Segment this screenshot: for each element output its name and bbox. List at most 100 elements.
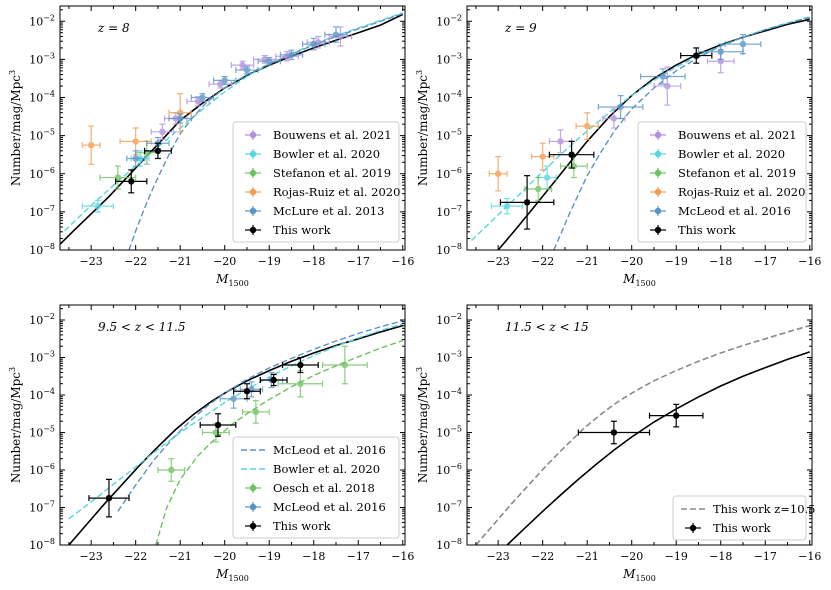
- legend-point-marker: [654, 169, 662, 177]
- data-point: [575, 112, 599, 141]
- legend-entry: This work: [245, 223, 332, 237]
- legend-label: McLure et al. 2013: [273, 204, 384, 218]
- y-tick-label: 10−4: [436, 90, 462, 105]
- legend-point-marker: [689, 524, 697, 532]
- plot-frame: [59, 5, 406, 251]
- data-point: [530, 142, 555, 171]
- data-point: [279, 49, 304, 60]
- legend-label: Oesch et al. 2018: [273, 481, 375, 495]
- panel-1: −23 −22 −21 −20 −19 −18 −17 −16 10−8 10−7 10−6 10−5…: [8, 5, 414, 288]
- curve-bowler-et-al-2020: [68, 323, 404, 520]
- legend-point-marker: [249, 188, 257, 196]
- y-tick-label: 10−7: [436, 204, 462, 219]
- legend-entry: Oesch et al. 2018: [245, 481, 375, 495]
- legend-entry: Rojas-Ruiz et al. 2020: [650, 185, 805, 199]
- x-tick-label: −16: [391, 255, 414, 268]
- y-tick-label: 10−6: [436, 462, 462, 477]
- y-axis-label: Number/mag/Mpc3: [8, 367, 23, 483]
- legend-entry: This work: [685, 521, 772, 535]
- legend-point-marker: [654, 207, 662, 215]
- series-this-work: [499, 47, 713, 230]
- series-bouwens-et-al-2021: [548, 49, 735, 154]
- curve-this-work-z-10-5: [475, 324, 811, 545]
- y-tick-label: 10−5: [29, 425, 55, 440]
- y-tick-label: 10−6: [29, 462, 55, 477]
- data-point: [157, 458, 186, 482]
- y-tick-label: 10−4: [29, 387, 55, 402]
- legend-label: Bowler et al. 2020: [273, 147, 380, 161]
- curve-dashed-1: [64, 12, 404, 232]
- x-tick-label: −19: [665, 255, 688, 268]
- x-axis-label: M1500: [215, 272, 249, 288]
- legend-label: This work: [678, 223, 737, 237]
- series-this-work: [88, 356, 319, 518]
- data-point: [126, 150, 146, 167]
- series-this-work: [577, 403, 704, 445]
- data-point: [328, 26, 353, 47]
- data-point: [168, 113, 192, 124]
- data-point: [143, 142, 172, 160]
- legend-entry: Bowler et al. 2020: [245, 147, 380, 161]
- legend-entry: McLeod et al. 2016: [241, 443, 386, 457]
- series-oesch-et-al-2018: [157, 345, 368, 482]
- data-point: [241, 400, 270, 424]
- y-tick-label: 10−8: [29, 242, 55, 257]
- legend-entry: Bowler et al. 2020: [650, 147, 785, 161]
- x-tick-label: −22: [124, 550, 147, 563]
- x-tick-label: −20: [213, 550, 236, 563]
- legend: Bouwens et al. 2021 Bowler et al. 2020 Ste…: [232, 121, 400, 243]
- data-point: [115, 169, 148, 194]
- legend-point-marker: [654, 188, 662, 196]
- curve-model: [506, 351, 811, 545]
- data-point: [257, 56, 281, 66]
- legend-point-marker: [249, 131, 257, 139]
- x-tick-label: −22: [531, 550, 554, 563]
- y-axis-label: Number/mag/Mpc3: [415, 70, 430, 186]
- panel-title: 9.5 < z < 11.5: [98, 320, 186, 334]
- legend-label: Bouwens et al. 2021: [273, 128, 392, 142]
- x-tick-label: −18: [302, 255, 325, 268]
- panel-title: 11.5 < z < 15: [505, 320, 589, 334]
- panel-4: −23 −22 −21 −20 −19 −18 −17 −16 10−8 10−7 10−6 10−5…: [415, 304, 821, 583]
- curve-mcleod-et-al-2016: [117, 320, 403, 512]
- legend-point-marker: [654, 131, 662, 139]
- plot-frame: [59, 304, 406, 546]
- data-point: [88, 478, 130, 518]
- series-stefanon-et-al-2019: [524, 154, 588, 202]
- x-tick-label: −21: [576, 255, 599, 268]
- legend-point-marker: [654, 226, 662, 234]
- x-tick-label: −17: [754, 255, 777, 268]
- x-tick-label: −17: [347, 550, 370, 563]
- legend-entry: This work: [650, 223, 737, 237]
- x-tick-label: −23: [80, 550, 103, 563]
- x-tick-label: −21: [169, 550, 192, 563]
- x-tick-label: −18: [709, 255, 732, 268]
- legend-label: Rojas-Ruiz et al. 2020: [273, 185, 400, 199]
- legend-point-marker: [249, 522, 257, 530]
- legend-label: Bowler et al. 2020: [678, 147, 785, 161]
- x-tick-label: −23: [80, 255, 103, 268]
- legend-label: Bouwens et al. 2021: [678, 128, 797, 142]
- data-point: [640, 68, 686, 85]
- legend-label: Rojas-Ruiz et al. 2020: [678, 185, 805, 199]
- y-tick-label: 10−2: [29, 312, 55, 327]
- panel-2: −23 −22 −21 −20 −19 −18 −17 −16 10−8 10−7 10−6 10−5…: [415, 5, 821, 288]
- data-point: [235, 65, 259, 75]
- x-tick-label: −21: [169, 255, 192, 268]
- x-tick-label: −22: [531, 255, 554, 268]
- y-tick-label: 10−2: [436, 13, 462, 28]
- y-tick-label: 10−8: [436, 242, 462, 257]
- y-tick-label: 10−8: [29, 537, 55, 552]
- y-tick-label: 10−2: [29, 13, 55, 28]
- legend-point-marker: [249, 207, 257, 215]
- y-axis-label: Number/mag/Mpc3: [415, 367, 430, 483]
- x-tick-label: −20: [620, 550, 643, 563]
- legend-entry: This work z=10.5: [681, 502, 816, 516]
- data-point: [239, 381, 264, 398]
- y-tick-label: 10−4: [29, 90, 55, 105]
- data-point: [488, 155, 508, 192]
- legend-point-marker: [249, 150, 257, 158]
- data-point: [281, 356, 319, 374]
- legend-entry: Stefanon et al. 2019: [650, 166, 796, 180]
- data-point: [524, 176, 553, 202]
